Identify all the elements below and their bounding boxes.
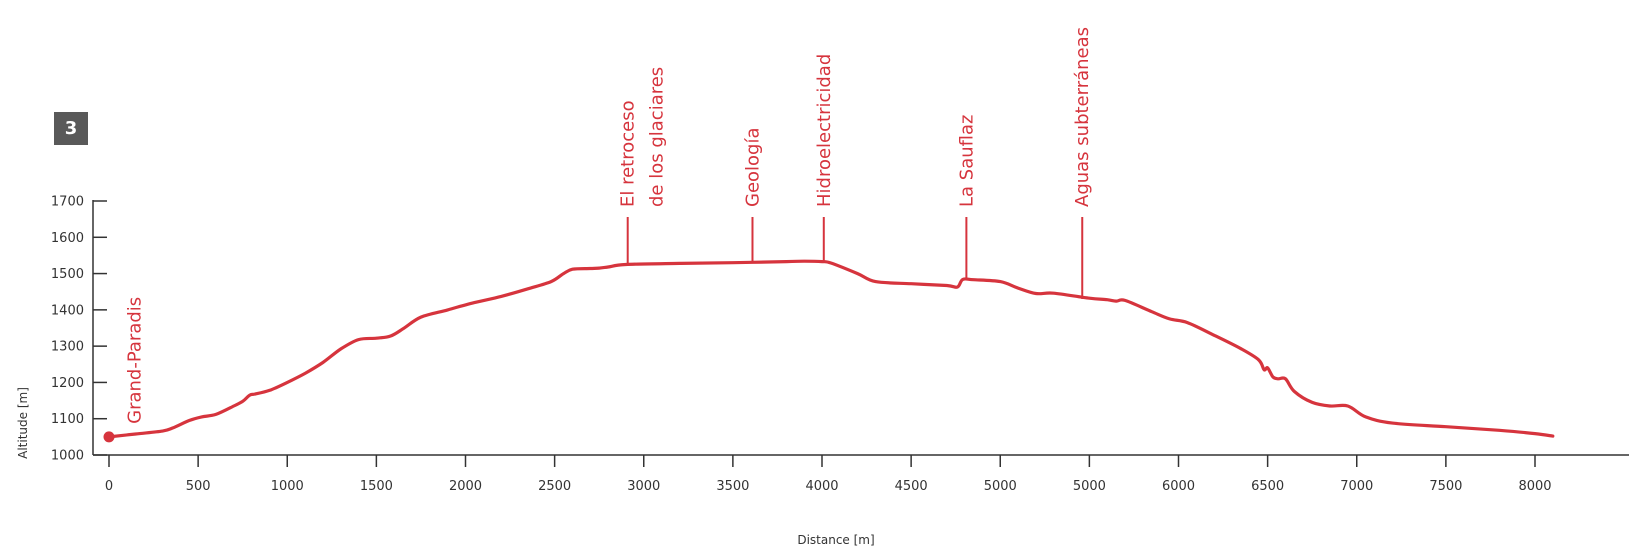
y-tick-label: 1100 [51,412,84,427]
stage-badge-number: 3 [64,118,78,139]
x-tick-label: 5000 [1073,479,1106,494]
y-tick-label: 1200 [51,376,84,391]
x-tick-label: 500 [186,479,211,494]
x-tick-label: 3500 [716,479,749,494]
x-tick-label: 5000 [984,479,1017,494]
poi-label-grand-paradis: Grand-Paradis [124,297,145,424]
x-tick-label: 1000 [271,479,304,494]
x-axis: 0 500 1000 1500 2000 2500 3000 3500 4000 4500 5000… [93,454,1629,494]
x-tick-label: 4000 [805,479,838,494]
y-tick-label: 1600 [51,231,84,246]
altitude-profile-line [107,259,1555,439]
y-axis-title: Altitude [m] [16,387,30,459]
poi-label: La Sauflaz [956,115,977,207]
poi-annotations: Grand-Paradis El retroceso de los glaciare… [124,27,1093,424]
start-point-marker [103,431,115,443]
x-tick-label: 2500 [538,479,571,494]
y-tick-label: 1300 [51,340,84,355]
x-tick-label: 0 [105,479,113,494]
x-tick-label: 1500 [360,479,393,494]
x-tick-label: 4500 [895,479,928,494]
x-tick-label: 2000 [449,479,482,494]
y-tick-label: 1400 [51,303,84,318]
y-tick-label: 1700 [51,195,84,210]
x-tick-label: 6000 [1162,479,1195,494]
poi-label: Aguas subterráneas [1072,27,1093,207]
x-tick-label: 7500 [1429,479,1462,494]
stage-badge: 3 [54,112,88,145]
x-tick-label: 7000 [1340,479,1373,494]
poi-label-line2: de los glaciares [647,67,668,207]
x-axis-title: Distance [m] [797,533,874,547]
poi-label: Geología [742,127,763,207]
poi-label: El retroceso [618,100,639,207]
poi-label: Hidroelectricidad [814,54,835,207]
x-tick-label: 3000 [627,479,660,494]
y-tick-label: 1500 [51,267,84,282]
x-tick-label: 8000 [1518,479,1551,494]
x-tick-label: 6500 [1251,479,1284,494]
y-tick-label: 1000 [51,449,84,464]
y-axis: 1000 1100 1200 1300 1400 1500 1600 1700 [51,195,107,464]
